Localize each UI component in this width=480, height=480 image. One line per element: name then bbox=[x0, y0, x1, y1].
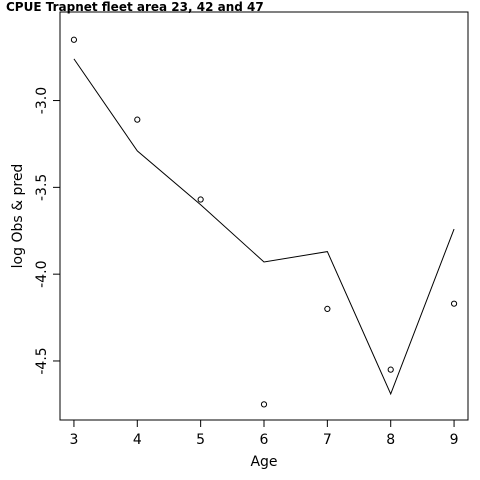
observed-point bbox=[260, 401, 268, 408]
x-tick-label: 8 bbox=[386, 432, 395, 448]
y-axis-title: log Obs & pred bbox=[10, 164, 26, 269]
x-tick-label: 9 bbox=[450, 432, 459, 448]
observed-series-points bbox=[70, 36, 458, 408]
y-tick-label: -3.5 bbox=[34, 174, 50, 201]
observed-point bbox=[387, 366, 394, 373]
y-tick-label: -4.5 bbox=[34, 347, 50, 374]
x-tick-label: 4 bbox=[133, 432, 142, 448]
x-tick-label: 3 bbox=[69, 432, 78, 448]
x-axis-title: Age bbox=[250, 454, 277, 470]
observed-point bbox=[70, 36, 78, 43]
x-axis: 3 4 5 6 7 8 9 bbox=[69, 420, 459, 448]
observed-point bbox=[134, 116, 141, 123]
y-tick-label: -3.0 bbox=[34, 87, 50, 114]
chart-title: CPUE Trapnet fleet area 23, 42 and 47 bbox=[6, 0, 264, 14]
y-tick-label: -4.0 bbox=[34, 260, 50, 287]
x-tick-label: 6 bbox=[260, 432, 269, 448]
observed-point bbox=[324, 305, 331, 312]
x-tick-label: 5 bbox=[196, 432, 205, 448]
plot-frame bbox=[59, 11, 469, 421]
x-tick-label: 7 bbox=[323, 432, 332, 448]
predicted-series-line bbox=[73, 58, 455, 396]
observed-point bbox=[450, 300, 458, 307]
observed-point bbox=[197, 196, 204, 203]
y-axis: -3.0 -3.5 -4.0 -4.5 bbox=[34, 87, 60, 375]
